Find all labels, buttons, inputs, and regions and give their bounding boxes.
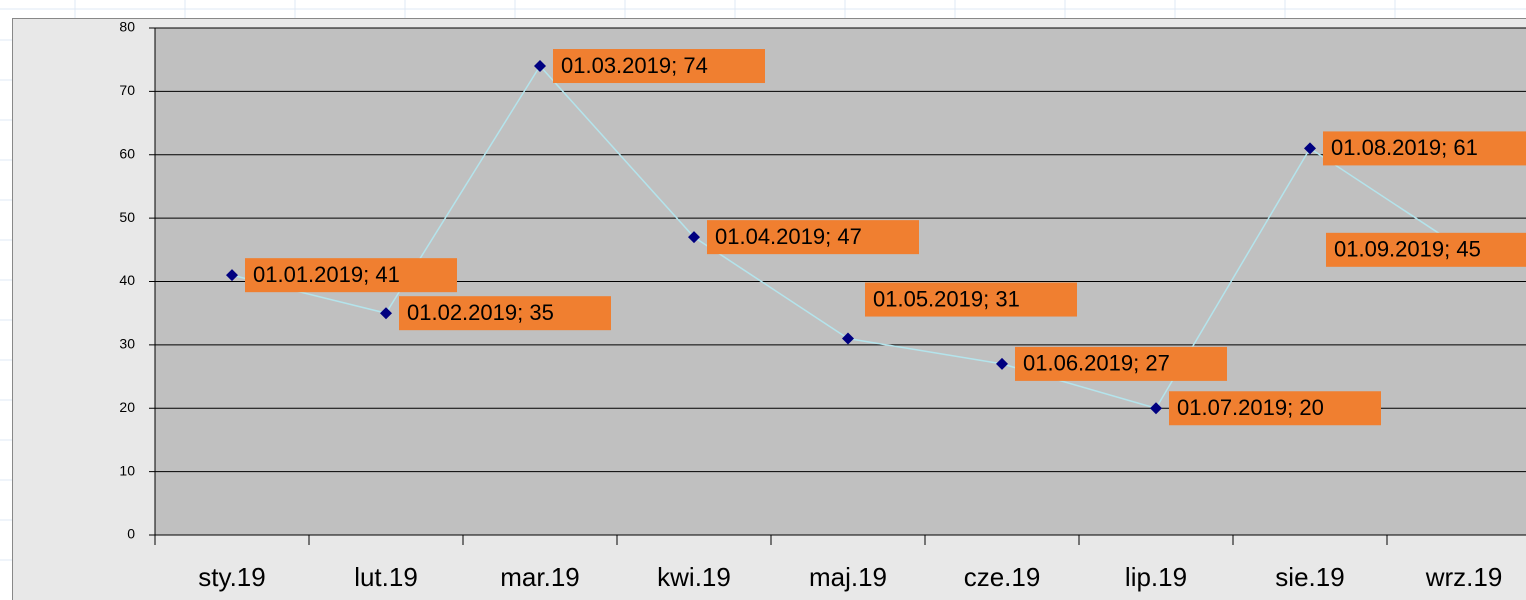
x-tick-label: maj.19 bbox=[809, 562, 887, 592]
data-point bbox=[688, 231, 700, 244]
x-tick-label: kwi.19 bbox=[657, 562, 731, 592]
x-tick-label: sie.19 bbox=[1275, 562, 1344, 592]
data-point bbox=[534, 60, 546, 73]
y-tick-label: 80 bbox=[119, 19, 135, 35]
data-point bbox=[380, 307, 392, 320]
y-tick-label: 40 bbox=[119, 272, 135, 288]
data-label-box bbox=[865, 282, 1077, 317]
data-label: 01.01.2019; 41 bbox=[253, 262, 400, 287]
x-tick-label: lut.19 bbox=[354, 562, 418, 592]
data-label-box bbox=[245, 258, 457, 293]
data-point bbox=[996, 357, 1008, 370]
data-label: 01.07.2019; 20 bbox=[1177, 395, 1324, 420]
y-tick-label: 10 bbox=[119, 462, 135, 478]
data-point bbox=[1304, 142, 1316, 155]
x-tick-label: lip.19 bbox=[1125, 562, 1187, 592]
data-label: 01.09.2019; 45 bbox=[1334, 237, 1481, 262]
data-point bbox=[842, 332, 854, 345]
data-label: 01.06.2019; 27 bbox=[1023, 351, 1170, 376]
y-tick-label: 20 bbox=[119, 399, 135, 415]
data-label-box bbox=[1015, 346, 1227, 381]
data-label: 01.05.2019; 31 bbox=[873, 286, 1020, 311]
x-tick-label: mar.19 bbox=[500, 562, 580, 592]
data-label: 01.03.2019; 74 bbox=[561, 53, 708, 78]
y-tick-label: 70 bbox=[119, 82, 135, 98]
data-label-box bbox=[1323, 131, 1526, 166]
x-tick-label: sty.19 bbox=[198, 562, 265, 592]
x-tick-label: wrz.19 bbox=[1425, 562, 1503, 592]
y-tick-label: 60 bbox=[119, 145, 135, 161]
data-label: 01.08.2019; 61 bbox=[1331, 135, 1478, 160]
y-tick-label: 0 bbox=[127, 526, 135, 542]
y-tick-label: 30 bbox=[119, 336, 135, 352]
data-point bbox=[1150, 402, 1162, 415]
x-tick-label: cze.19 bbox=[964, 562, 1041, 592]
data-label: 01.02.2019; 35 bbox=[407, 300, 554, 325]
data-label-box bbox=[399, 296, 611, 331]
data-label: 01.04.2019; 47 bbox=[715, 224, 862, 249]
data-label-box bbox=[1326, 232, 1526, 267]
data-label-box bbox=[1169, 391, 1381, 426]
data-label-box bbox=[707, 220, 919, 255]
sheet-grid bbox=[0, 0, 1526, 561]
data-label-box bbox=[553, 49, 765, 84]
y-tick-label: 50 bbox=[119, 209, 135, 225]
data-point bbox=[226, 269, 238, 282]
